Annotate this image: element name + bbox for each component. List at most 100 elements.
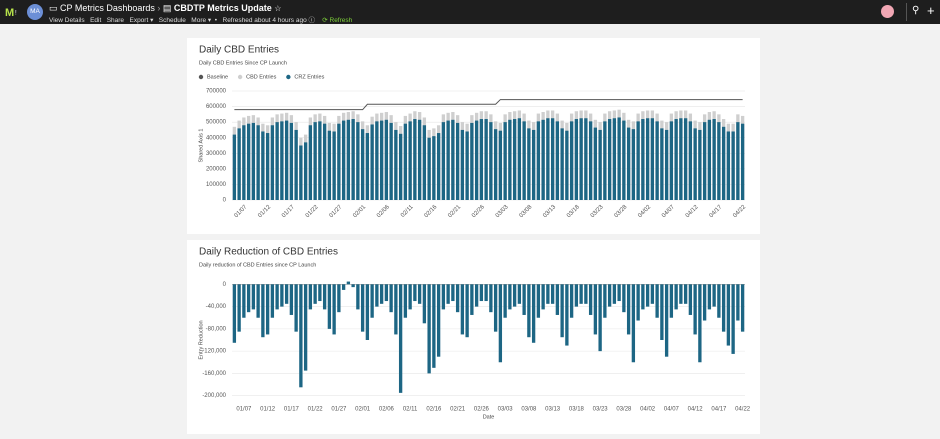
bar: [674, 119, 678, 200]
bar: [522, 121, 526, 200]
bar: [560, 128, 564, 200]
bar: [341, 284, 346, 290]
bar: [275, 122, 279, 200]
x-tick-label: 02/26: [471, 204, 486, 219]
bar: [669, 121, 674, 200]
y-tick-label: 300000: [206, 151, 227, 157]
x-tick-label: 04/02: [640, 407, 656, 413]
bar: [403, 123, 408, 200]
bar: [275, 284, 279, 310]
bar: [446, 120, 450, 200]
bar: [313, 122, 317, 200]
search-icon[interactable]: ⚲: [912, 5, 920, 16]
bar: [322, 284, 327, 310]
bar: [693, 284, 697, 335]
bar: [555, 284, 560, 315]
bar: [417, 284, 422, 304]
bar: [332, 131, 336, 200]
bar: [489, 284, 493, 313]
chart-subtitle: Daily reduction of CBD Entries since CP …: [199, 262, 316, 268]
bar: [498, 284, 503, 363]
bar: [232, 134, 237, 200]
bar: [351, 119, 355, 200]
x-tick-label: 02/21: [450, 407, 466, 413]
bar: [584, 284, 588, 304]
tile: Daily Reduction of CBD Entries Daily redu…: [187, 240, 760, 434]
avatar[interactable]: MA: [27, 4, 43, 20]
menu-item[interactable]: Schedule: [158, 17, 186, 24]
x-tick-label: 04/17: [709, 204, 724, 219]
bar: [408, 284, 412, 310]
bar: [660, 284, 664, 340]
bar: [721, 126, 726, 200]
bar: [688, 284, 693, 315]
bar: [679, 284, 683, 304]
bar: [294, 129, 298, 200]
bar: [303, 142, 308, 200]
bar: [740, 284, 745, 332]
bar: [479, 284, 484, 302]
x-tick-label: 03/23: [593, 407, 609, 413]
bar: [702, 284, 707, 321]
bar: [280, 121, 284, 200]
bar: [717, 284, 721, 318]
x-axis-title: Date: [483, 414, 495, 420]
x-tick-label: 03/28: [614, 204, 629, 219]
chart-title: Daily CBD Entries: [199, 45, 279, 56]
bar: [370, 124, 374, 200]
menu-item[interactable]: Edit: [90, 17, 102, 24]
legend-swatch: [237, 74, 243, 80]
crumb-link[interactable]: CP Metrics Dashboards: [60, 3, 155, 13]
bar: [598, 129, 602, 200]
y-tick-label: 500000: [206, 120, 227, 126]
legend-swatch: [198, 74, 204, 80]
bar: [346, 119, 351, 200]
bar: [280, 284, 284, 307]
bar: [256, 125, 260, 200]
menu-item[interactable]: View Details: [49, 17, 85, 24]
bar: [565, 284, 569, 346]
x-tick-label: 02/11: [403, 407, 418, 413]
menu-item[interactable]: More ▾: [191, 17, 212, 24]
bar: [413, 284, 417, 302]
bar: [446, 284, 450, 304]
menu-item[interactable]: Share: [106, 17, 125, 24]
refresh-button[interactable]: ⟳ Refresh: [322, 17, 353, 24]
bar: [688, 121, 693, 200]
bar: [717, 122, 721, 200]
bar: [498, 130, 503, 200]
bar: [327, 284, 332, 329]
svg-text:M: M: [5, 7, 14, 19]
crumb-current: CBDTP Metrics Update: [173, 3, 272, 13]
x-tick-label: 03/23: [590, 204, 605, 219]
bar: [398, 284, 403, 393]
bar: [394, 284, 398, 335]
bar: [356, 122, 360, 200]
bar: [451, 284, 455, 302]
bar: [736, 284, 740, 321]
y-tick-label: -160,000: [202, 371, 226, 377]
legend-swatch: [286, 74, 291, 80]
user-avatar[interactable]: [881, 5, 894, 18]
bar: [284, 284, 289, 304]
bar: [465, 131, 469, 200]
bar: [303, 284, 308, 371]
add-icon[interactable]: +: [927, 3, 935, 18]
chart-subtitle: Daily CBD Entries Since CP Launch: [199, 60, 287, 66]
logo[interactable]: M!: [4, 5, 20, 19]
bar: [541, 119, 545, 200]
x-tick-label: 03/08: [521, 407, 537, 413]
bar: [251, 284, 256, 310]
bar: [512, 119, 517, 200]
bar: [579, 284, 583, 304]
bar: [265, 284, 270, 335]
bar: [318, 121, 322, 200]
bar: [731, 131, 735, 200]
y-tick-label: -80,000: [206, 326, 227, 332]
bar: [432, 136, 436, 200]
bar: [560, 284, 564, 338]
bar: [270, 284, 275, 318]
menu-item[interactable]: Export ▾: [129, 17, 154, 24]
bar: [451, 119, 455, 200]
legend-label: CRZ Entries: [294, 74, 324, 80]
